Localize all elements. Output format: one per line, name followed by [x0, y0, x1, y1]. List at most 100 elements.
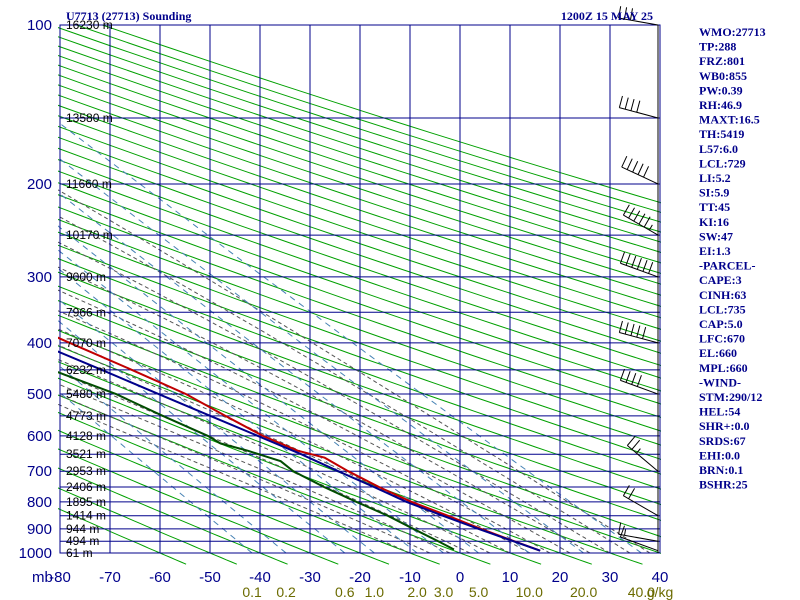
moist-adiabat-line: [58, 371, 471, 554]
pressure-tick-label: 700: [27, 463, 52, 480]
pressure-tick-label: 500: [27, 386, 52, 403]
mixing-ratio-line: [58, 298, 375, 554]
height-label: 6232 m: [66, 363, 106, 377]
dry-adiabat-line: [58, 448, 339, 565]
index-item: CINH:63: [699, 288, 746, 302]
index-item: SI:5.9: [699, 186, 729, 200]
wind-barb: [622, 485, 659, 517]
mixing-ratio-line: [58, 191, 530, 554]
index-item: HEL:54: [699, 405, 740, 419]
temperature-line: [58, 336, 541, 552]
dewpoint-line: [58, 371, 455, 551]
mixing-ratio-line: [58, 390, 253, 554]
wind-barb: [619, 368, 659, 395]
mixing-ratio-line: [58, 156, 584, 554]
dry-adiabat-line: [58, 429, 390, 565]
height-label: 11660 m: [66, 177, 112, 191]
mixing-ratio-label: 5.0: [469, 584, 489, 600]
index-item: CAP:5.0: [699, 317, 743, 331]
mixing-ratio-label: 0.1: [242, 584, 262, 600]
height-label: 7966 m: [66, 305, 106, 319]
height-label: 4773 m: [66, 409, 106, 423]
index-item: BRN:0.1: [699, 463, 743, 477]
index-item: LCL:735: [699, 302, 746, 316]
temperature-tick-label: -40: [249, 569, 271, 586]
wind-barb: [619, 251, 659, 278]
plot-frame: [59, 24, 661, 554]
mixing-ratio-unit-label: g/kg: [647, 584, 673, 600]
index-item: MPL:660: [699, 361, 748, 375]
dry-adiabat-line: [58, 258, 661, 475]
moist-adiabat-line: [58, 266, 591, 554]
index-item: -WIND-: [699, 375, 741, 389]
temperature-tick-label: 30: [602, 569, 619, 586]
index-item: LCL:729: [699, 156, 746, 170]
height-label: 4128 m: [66, 429, 106, 443]
dry-adiabat-line: [58, 244, 661, 460]
index-item: PW:0.39: [699, 83, 743, 97]
index-item: SHR+:0.0: [699, 419, 750, 433]
wind-barb: [618, 6, 659, 26]
wind-barb: [618, 320, 659, 344]
height-label: 9000 m: [66, 270, 106, 284]
mixing-ratio-label: 2.0: [407, 584, 427, 600]
height-label: 7070 m: [66, 336, 106, 350]
index-item: BSHR:25: [699, 478, 748, 492]
pressure-tick-label: 1000: [19, 545, 52, 562]
height-label: 494 m: [66, 534, 99, 548]
index-item: CAPE:3: [699, 273, 742, 287]
parcel-line: [58, 350, 541, 552]
height-label: 2953 m: [66, 464, 106, 478]
dry-adiabat-line: [58, 411, 440, 565]
index-item: TT:45: [699, 200, 730, 214]
mixing-ratio-line: [58, 249, 444, 554]
dry-adiabat-line: [58, 377, 542, 565]
pressure-tick-label: 300: [27, 269, 52, 286]
temperature-tick-label: -70: [99, 569, 121, 586]
moist-adiabat-line: [58, 289, 571, 554]
index-item: RH:46.9: [699, 98, 742, 112]
wind-barb: [618, 522, 659, 542]
wind-barbs: [618, 6, 659, 553]
mixing-ratio-label: 0.2: [276, 584, 296, 600]
indices-panel: WMO:27713TP:288FRZ:801WB0:855PW:0.39RH:4…: [699, 25, 766, 492]
mixing-ratio-line: [58, 225, 479, 554]
dry-adiabat-line: [58, 361, 592, 565]
mixing-ratio-line: [58, 364, 287, 554]
temperature-tick-label: 20: [552, 569, 569, 586]
index-item: TH:5419: [699, 127, 744, 141]
moist-adiabat-line: [58, 383, 451, 554]
index-item: WB0:855: [699, 69, 747, 83]
height-label: 10170 m: [66, 228, 113, 242]
index-item: SW:47: [699, 229, 733, 243]
index-item: LI:5.2: [699, 171, 731, 185]
pressure-unit-label: mb: [32, 569, 53, 586]
dry-adiabat-line: [58, 467, 288, 565]
pressure-tick-label: 900: [27, 521, 52, 538]
mixing-ratio-label: 20.0: [570, 584, 597, 600]
moist-adiabat-line: [58, 189, 651, 554]
wind-barb: [621, 155, 659, 185]
height-label: 16230 m: [66, 18, 113, 32]
temperature-tick-label: 40: [652, 569, 669, 586]
height-label: 61 m: [66, 546, 93, 560]
temperature-tick-label: -30: [299, 569, 321, 586]
wind-barb: [618, 95, 659, 119]
dry-adiabat-line: [58, 329, 661, 554]
pressure-tick-label: 400: [27, 335, 52, 352]
dry-adiabat-line: [58, 507, 187, 565]
dry-adiabat-line: [58, 285, 661, 506]
temperature-tick-label: 10: [502, 569, 519, 586]
dry-adiabat-line: [58, 271, 661, 490]
dry-adiabat-line: [58, 487, 237, 565]
mixing-ratio-line: [58, 267, 418, 554]
height-label: 1414 m: [66, 509, 106, 523]
dry-adiabat-line: [58, 394, 491, 565]
temperature-tick-label: -20: [349, 569, 371, 586]
dry-adiabat-line: [58, 300, 661, 521]
pressure-tick-label: 800: [27, 494, 52, 511]
temperature-tick-label: -10: [399, 569, 421, 586]
index-item: EI:1.3: [699, 244, 731, 258]
index-item: STM:290/12: [699, 390, 762, 404]
